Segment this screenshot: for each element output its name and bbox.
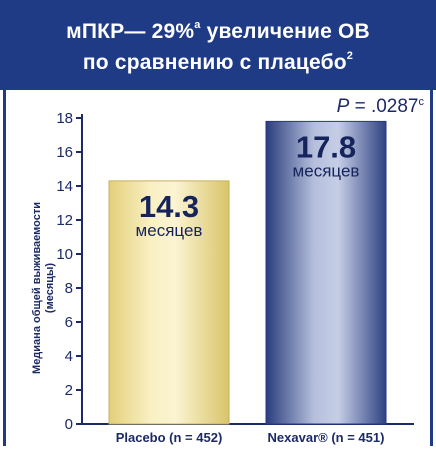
bar-1	[265, 120, 387, 425]
header-line-1-superscript: a	[194, 19, 201, 31]
header-line-2: по сравнению с плацебо2	[83, 45, 353, 76]
bar-value-label: 14.3	[139, 189, 199, 224]
y-tick-label: 2	[65, 382, 73, 399]
bar-unit-label: месяцев	[136, 221, 203, 240]
y-tick-label: 6	[65, 314, 73, 331]
header-line-2-superscript: 2	[346, 50, 354, 62]
y-tick-label: 18	[56, 110, 73, 127]
y-tick-label: 12	[56, 212, 73, 229]
bar-value-label: 17.8	[296, 129, 356, 164]
header-line-2-main: по сравнению с плацебо	[82, 51, 347, 74]
chart-panel: 0 2 4 6 8 10 12 14 16 18 14.3 месяцев Placebo (n = …	[3, 90, 433, 446]
p-superscript: c	[419, 96, 425, 108]
x-category-label: Nexavar® (n = 451)	[268, 430, 385, 445]
p-value: = .0287	[349, 96, 418, 117]
y-axis-label-line-1: Медиана общей выживаемости	[31, 202, 43, 374]
y-tick-label: 14	[56, 178, 73, 195]
bars	[108, 120, 387, 425]
y-tick-label: 10	[56, 246, 73, 263]
bar-0	[108, 180, 230, 425]
y-tick-label: 16	[56, 144, 73, 161]
header-line-1-main: мПКР— 29%	[66, 20, 195, 43]
p-value-annotation: P = .0287c	[337, 96, 425, 117]
y-tick-label: 0	[65, 416, 73, 433]
y-tick-label: 4	[65, 348, 73, 365]
bar-unit-label: месяцев	[293, 161, 360, 180]
y-tick-label: 8	[65, 280, 73, 297]
y-axis-label-line-2: (месяцы)	[44, 263, 56, 313]
chart-header: мПКР— 29%a увеличение ОВ по сравнению с …	[0, 0, 436, 90]
x-category-label: Placebo (n = 452)	[116, 430, 223, 445]
header-line-1: мПКР— 29%a увеличение ОВ	[66, 14, 370, 45]
header-line-1-rest: увеличение ОВ	[200, 20, 370, 43]
p-symbol: P	[337, 96, 350, 117]
